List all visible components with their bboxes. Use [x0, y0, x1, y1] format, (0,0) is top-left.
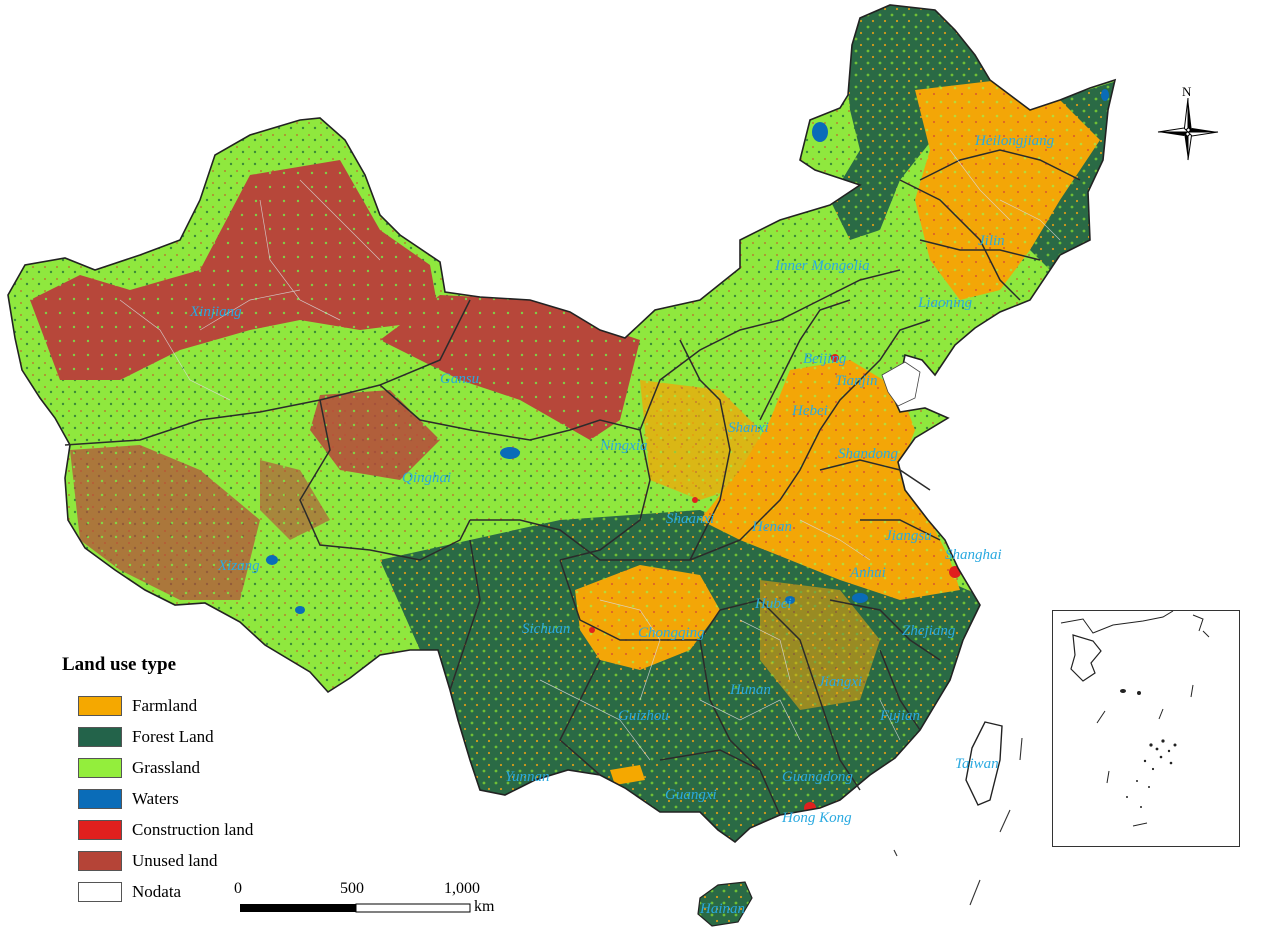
- province-label-taiwan: Taiwan: [955, 756, 999, 772]
- legend-label: Nodata: [132, 881, 182, 901]
- province-label-yunnan: Yunnan: [505, 769, 549, 785]
- province-label-heilongjiang: Heilongjiang: [974, 133, 1055, 149]
- province-label-beijing: Beijing: [803, 351, 847, 367]
- legend-swatch-forest-land: [78, 726, 122, 747]
- legend-label: Grassland: [132, 757, 200, 777]
- province-label-jiangxi: Jiangxi: [818, 674, 862, 690]
- legend-swatch-nodata: [78, 881, 122, 902]
- legend-swatch-construction-land: [78, 819, 122, 840]
- legend-title: Land use type: [62, 654, 177, 675]
- province-label-xinjiang: Xinjiang: [189, 304, 242, 320]
- legend-swatch-grassland: [78, 757, 122, 778]
- inset-map: [1060, 610, 1210, 827]
- province-label-inner-mongolia: Inner Mongolia: [774, 258, 870, 274]
- province-label-fujian: Fujian: [879, 708, 920, 724]
- south-china-sea-inset: [1052, 610, 1240, 847]
- legend-swatch-unused-land: [78, 850, 122, 871]
- province-label-shanghai: Shanghai: [945, 547, 1002, 563]
- province-label-sichuan: Sichuan: [522, 621, 570, 637]
- province-label-guangxi: Guangxi: [665, 787, 717, 803]
- province-label-guangdong: Guangdong: [782, 769, 853, 785]
- province-label-ningxia: Ningxia: [599, 438, 648, 454]
- legend: Land use type Farmland Forest Land Grass…: [62, 654, 302, 907]
- province-label-jiangsu: Jiangsu: [885, 528, 932, 544]
- legend-item-construction-land: Construction land: [62, 814, 302, 845]
- province-label-xizang: Xizang: [217, 558, 260, 574]
- province-label-henan: Henan: [751, 519, 792, 535]
- scale-tick-label: 500: [340, 880, 364, 897]
- legend-item-unused-land: Unused land: [62, 845, 302, 876]
- maritime-boundary-lines: [893, 737, 1023, 906]
- legend-item-farmland: Farmland: [62, 690, 302, 721]
- scale-tick-label: 0: [234, 880, 242, 897]
- province-label-hubei: Hubei: [754, 596, 792, 612]
- scale-unit: km: [474, 898, 495, 915]
- province-label-gansu: Gansu: [440, 371, 479, 387]
- legend-swatch-farmland: [78, 695, 122, 716]
- legend-item-forest-land: Forest Land: [62, 721, 302, 752]
- north-arrow: N: [1156, 84, 1220, 164]
- province-label-tianjin: Tianjin: [835, 373, 878, 389]
- province-label-hainan: Hainan: [699, 901, 745, 917]
- north-letter: N: [1182, 84, 1192, 99]
- province-label-hebei: Hebei: [791, 403, 828, 419]
- legend-item-grassland: Grassland: [62, 752, 302, 783]
- province-boundaries: [64, 149, 1081, 816]
- legend-label: Forest Land: [132, 726, 214, 746]
- scale-tick-label: 1,000: [444, 880, 480, 897]
- hainan-island: [697, 881, 753, 927]
- province-label-qinghai: Qinghai: [402, 470, 451, 486]
- scale-bar: 0 500 1,000 km: [234, 880, 514, 920]
- province-label-hunan: Hunan: [729, 682, 771, 698]
- province-label-shandong: Shandong: [838, 446, 899, 462]
- legend-label: Farmland: [132, 695, 198, 715]
- legend-item-nodata: Nodata: [62, 876, 302, 907]
- province-label-anhui: Anhui: [849, 565, 886, 581]
- legend-swatch-waters: [78, 788, 122, 809]
- legend-label: Construction land: [132, 819, 254, 839]
- scale-bar-graphic: [240, 903, 471, 913]
- province-label-jilin: Jilin: [978, 233, 1005, 249]
- county-boundaries: [119, 149, 1061, 761]
- legend-item-waters: Waters: [62, 783, 302, 814]
- province-label-shanxi: Shanxi: [728, 420, 769, 436]
- province-labels: Heilongjiang Jilin Liaoning Inner Mongol…: [189, 133, 1055, 917]
- legend-label: Unused land: [132, 850, 218, 870]
- bohai-sea: [881, 361, 921, 407]
- country-outline: [7, 4, 1117, 844]
- province-label-zhejiang: Zhejiang: [902, 623, 956, 639]
- legend-label: Waters: [132, 788, 179, 808]
- province-label-hong-kong: Hong Kong: [781, 810, 852, 826]
- province-label-shaanxi: Shaanxi: [666, 511, 714, 527]
- taiwan-island: [965, 721, 1003, 806]
- province-label-liaoning: Liaoning: [917, 295, 973, 311]
- province-label-chongqing: Chongqing: [638, 625, 705, 641]
- compass-rose-icon: [1157, 97, 1219, 161]
- province-label-guizhou: Guizhou: [618, 708, 669, 724]
